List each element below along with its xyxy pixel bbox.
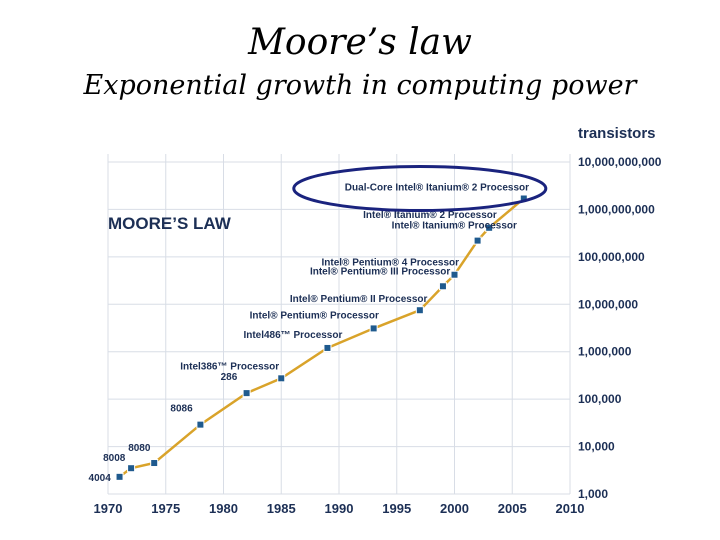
slide-subtitle: Exponential growth in computing power [83, 70, 637, 101]
data-point-marker [127, 464, 136, 473]
data-point-label: 8080 [128, 443, 151, 454]
data-point-marker [196, 420, 205, 429]
data-point-marker [485, 223, 494, 232]
data-point-label: 8086 [170, 404, 193, 415]
data-point-label: Intel® Pentium® II Processor [290, 294, 428, 305]
x-tick-label: 2010 [556, 501, 585, 516]
data-point-label: Intel® Itanium® 2 Processor [363, 210, 497, 221]
y-tick-label: 10,000,000 [578, 297, 638, 311]
data-point-marker [277, 374, 286, 383]
series-layer [115, 194, 528, 481]
data-point-label: Intel® Itanium® Processor [392, 221, 517, 232]
y-tick-label: 10,000 [578, 440, 615, 454]
y-tick-label: 10,000,000,000 [578, 155, 662, 169]
data-point-label: Intel486™ Processor [243, 330, 342, 341]
data-point-label: Dual-Core Intel® Itanium® 2 Processor [345, 182, 529, 193]
chart-title: MOORE’S LAW [108, 214, 232, 233]
series-line [118, 197, 525, 478]
x-tick-label: 1985 [267, 501, 296, 516]
data-point-marker [473, 236, 482, 245]
data-point-label: 8008 [103, 453, 126, 464]
data-point-marker [450, 270, 459, 279]
x-tick-label: 1995 [382, 501, 411, 516]
data-point-marker [323, 343, 332, 352]
data-point-marker [242, 389, 251, 398]
y-tick-label: 100,000 [578, 392, 622, 406]
x-tick-label: 2005 [498, 501, 527, 516]
x-tick-label: 1980 [209, 501, 238, 516]
data-point-marker [415, 306, 424, 315]
y-tick-label: 1,000,000,000 [578, 202, 655, 216]
y-tick-label: 100,000,000 [578, 250, 645, 264]
axis-layer: 1970 1975 1980 1985 1990 1995 2000 2005 2010 10,0… [94, 125, 662, 516]
highlight-ellipse [292, 164, 548, 212]
y-tick-label: 1,000,000 [578, 345, 632, 359]
data-point-label: 286 [221, 372, 238, 383]
x-tick-label: 2000 [440, 501, 469, 516]
slide-title: Moore’s law [248, 22, 472, 63]
x-tick-label: 1975 [151, 501, 180, 516]
data-point-marker [115, 472, 124, 481]
data-point-label: Intel® Pentium® 4 Processor [322, 258, 460, 269]
data-point-label: Intel® Pentium® III Processor [310, 266, 450, 277]
data-point-marker [369, 324, 378, 333]
x-tick-label: 1990 [325, 501, 354, 516]
y-tick-label: 1,000 [578, 487, 608, 501]
data-point-marker [438, 282, 447, 291]
data-point-label: 4004 [89, 473, 112, 484]
x-tick-label: 1970 [94, 501, 123, 516]
y-axis-label: transistors [578, 125, 656, 142]
data-point-label: Intel® Pentium® Processor [250, 310, 379, 321]
data-point-marker [150, 459, 159, 468]
data-point-label: Intel386™ Processor [180, 361, 279, 372]
